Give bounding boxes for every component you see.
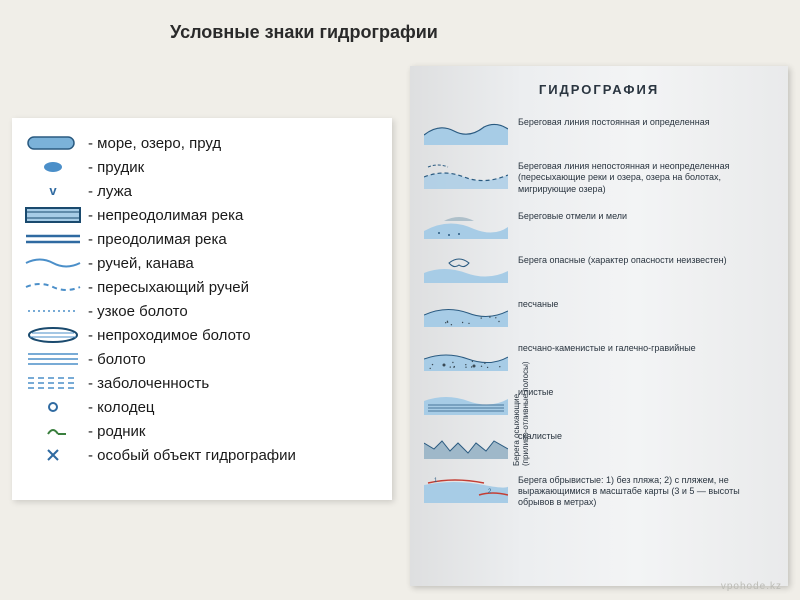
well-icon: [22, 396, 84, 418]
legend-label: - родник: [84, 423, 146, 440]
legend-row: - родник: [22, 420, 382, 442]
right-legend-row: Береговая линия постоянная и определенна…: [424, 115, 774, 145]
right-legend-label: Берега обрывистые: 1) без пляжа; 2) с пл…: [518, 473, 774, 509]
legend-row: - море, озеро, пруд: [22, 132, 382, 154]
narrow-bog-icon: [22, 300, 84, 322]
legend-row: v - лужа: [22, 180, 382, 202]
coast-const-icon: [424, 115, 508, 145]
right-legend-label: Берега опасные (характер опасности неизв…: [518, 253, 774, 266]
spring-icon: [22, 420, 84, 442]
muddy-icon: [424, 385, 508, 415]
right-title: ГИДРОГРАФИЯ: [424, 82, 774, 97]
cliff-icon: 12: [424, 473, 508, 503]
river-easy-icon: [22, 228, 84, 250]
drying-shores-title: Берега осыхающие(приливо-отливные полосы…: [512, 361, 530, 466]
special-icon: [22, 444, 84, 466]
right-legend-label: Береговые отмели и мели: [518, 209, 774, 222]
left-legend-panel: - море, озеро, пруд - прудик v - лужа - непр…: [12, 118, 392, 500]
river-hard-icon: [22, 204, 84, 226]
page-title: Условные знаки гидрографии: [170, 22, 438, 43]
danger-icon: [424, 253, 508, 283]
legend-row: - заболоченность: [22, 372, 382, 394]
right-legend-label: Береговая линия непостоянная и неопредел…: [518, 159, 774, 195]
legend-label: - пересыхающий ручей: [84, 279, 249, 296]
svg-text:v: v: [49, 183, 57, 198]
marsh-icon: [22, 372, 84, 394]
right-legend-row: песчано-каменистые и галечно-гравийные: [424, 341, 774, 371]
legend-row: - прудик: [22, 156, 382, 178]
dry-stream-icon: [22, 276, 84, 298]
right-legend-row: 12 Берега обрывистые: 1) без пляжа; 2) с …: [424, 473, 774, 509]
lake-icon: [22, 132, 84, 154]
sandy-icon: [424, 297, 508, 327]
legend-label: - прудик: [84, 159, 144, 176]
right-legend-row: Берега опасные (характер опасности неизв…: [424, 253, 774, 283]
legend-row: - болото: [22, 348, 382, 370]
legend-label: - ручей, канава: [84, 255, 194, 272]
legend-label: - заболоченность: [84, 375, 209, 392]
right-legend-label: илистые: [518, 385, 774, 398]
legend-row: - непреодолимая река: [22, 204, 382, 226]
legend-label: - особый объект гидрографии: [84, 447, 296, 464]
right-legend-row: песчаные: [424, 297, 774, 327]
right-legend-row: Береговые отмели и мели: [424, 209, 774, 239]
right-legend-label: скалистые: [518, 429, 774, 442]
legend-label: - болото: [84, 351, 146, 368]
legend-label: - колодец: [84, 399, 155, 416]
legend-label: - преодолимая река: [84, 231, 227, 248]
mixed-icon: [424, 341, 508, 371]
legend-label: - море, озеро, пруд: [84, 135, 221, 152]
right-legend-row: Береговая линия непостоянная и неопредел…: [424, 159, 774, 195]
legend-row: - узкое болото: [22, 300, 382, 322]
legend-label: - непреодолимая река: [84, 207, 243, 224]
right-legend-panel: ГИДРОГРАФИЯ Береговая линия постоянная и…: [410, 66, 788, 586]
pond-icon: [22, 156, 84, 178]
legend-row: - особый объект гидрографии: [22, 444, 382, 466]
puddle-icon: v: [22, 180, 84, 202]
legend-row: - непроходимое болото: [22, 324, 382, 346]
impass-bog-icon: [22, 324, 84, 346]
right-legend-row: скалистые: [424, 429, 774, 459]
legend-row: - пересыхающий ручей: [22, 276, 382, 298]
rocky-icon: [424, 429, 508, 459]
stream-icon: [22, 252, 84, 274]
coast-vary-icon: [424, 159, 508, 189]
legend-row: - колодец: [22, 396, 382, 418]
legend-row: - преодолимая река: [22, 228, 382, 250]
legend-label: - узкое болото: [84, 303, 188, 320]
legend-label: - непроходимое болото: [84, 327, 251, 344]
right-legend-row: илистые: [424, 385, 774, 415]
watermark: vpohode.kz: [721, 581, 782, 592]
legend-label: - лужа: [84, 183, 132, 200]
bog-icon: [22, 348, 84, 370]
right-legend-label: песчаные: [518, 297, 774, 310]
right-legend-label: Береговая линия постоянная и определенна…: [518, 115, 774, 128]
right-legend-label: песчано-каменистые и галечно-гравийные: [518, 341, 774, 354]
shoals-icon: [424, 209, 508, 239]
legend-row: - ручей, канава: [22, 252, 382, 274]
